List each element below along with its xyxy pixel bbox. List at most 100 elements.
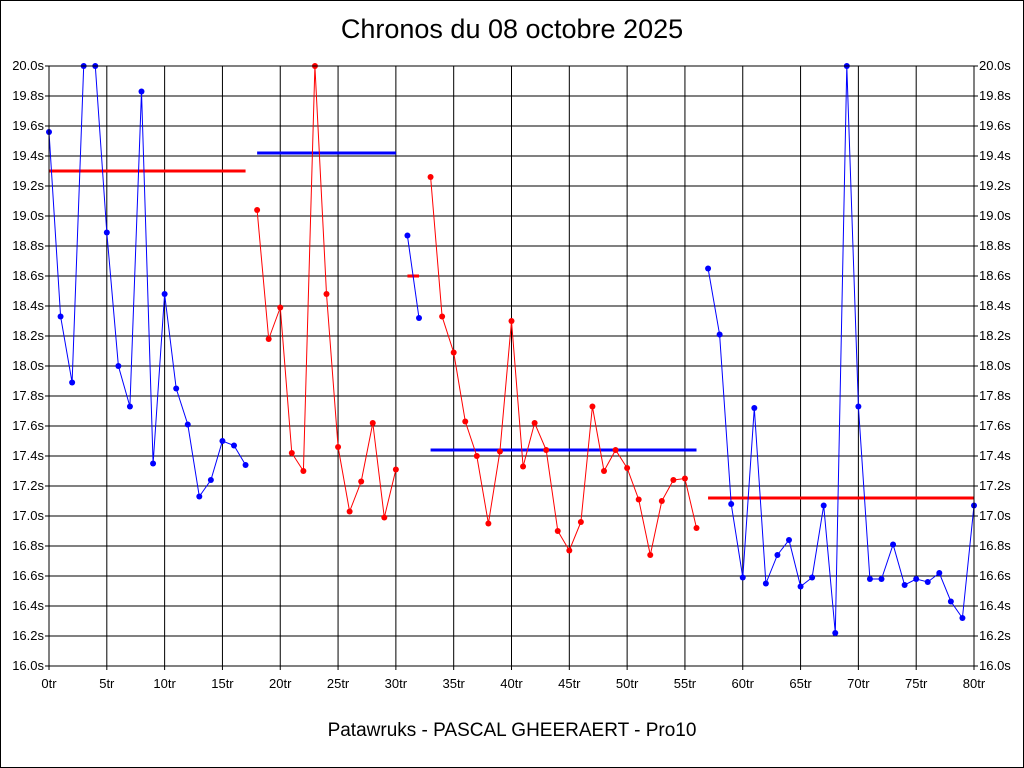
data-point [716,331,723,338]
axis-tick-labels: 16.0s 16.0s 16.2s 16.2s 16.4s 16.4s 16.6s 16.6s… [12,58,1011,691]
data-point [508,318,515,324]
y-tick-label-right: 17.4s [979,448,1011,463]
series-line [707,65,975,634]
data-point [797,583,804,590]
data-point [786,537,792,543]
data-point [681,475,688,482]
y-tick-label-left: 18.2s [12,328,44,343]
y-tick-label-left: 17.8s [12,388,44,403]
y-tick-label-left: 18.8s [12,238,44,253]
data-point [890,541,897,548]
data-point [635,496,642,503]
chart-subtitle: Patawruks - PASCAL GHEERAERT - Pro10 [327,720,697,741]
data-point [381,514,388,521]
data-point [173,385,180,392]
y-tick-label-left: 17.4s [12,448,44,463]
data-point [728,501,735,507]
data-point [427,174,434,180]
data-point [485,520,492,527]
plot-border [48,65,975,667]
data-point [103,229,110,236]
y-tick-label-left: 18.0s [12,358,44,373]
data-point [936,570,943,576]
data-point [126,403,133,410]
x-tick-label: 20tr [269,676,292,691]
data-point [57,313,64,320]
data-point [566,547,573,554]
data-point [335,444,342,450]
data-point [462,418,469,425]
data-point [947,598,954,605]
y-tick-label-right: 19.6s [979,118,1011,133]
data-point [277,304,284,311]
data-point [392,466,399,473]
x-tick-label: 15tr [211,676,234,691]
y-tick-label-left: 19.0s [12,208,44,223]
data-point [924,579,931,585]
data-point [820,502,827,509]
data-point [288,450,295,456]
y-tick-label-left: 17.2s [12,478,44,493]
data-point [601,468,607,474]
y-tick-label-left: 16.6s [12,568,44,583]
y-tick-label-right: 16.4s [979,598,1011,613]
y-tick-label-left: 16.0s [12,658,44,673]
y-tick-label-right: 16.0s [979,658,1011,673]
data-point [184,421,191,428]
data-point [866,576,873,582]
data-point [150,460,157,467]
x-tick-label: 40tr [500,676,523,691]
series-line [406,235,420,319]
y-tick-label-right: 18.4s [979,298,1011,313]
y-tick-label-right: 18.2s [979,328,1011,343]
lap-series [46,63,977,636]
chart-title: Chronos du 08 octobre 2025 [340,14,684,44]
x-tick-label: 70tr [847,676,870,691]
y-tick-label-right: 16.2s [979,628,1011,643]
x-tick-label: 60tr [732,676,755,691]
data-point [242,462,249,468]
y-tick-label-right: 16.6s [979,568,1011,583]
data-point [358,478,365,485]
y-tick-label-right: 19.0s [979,208,1011,223]
data-point [231,442,237,449]
data-point [450,349,457,356]
data-point [323,291,330,297]
data-point [751,405,758,411]
x-tick-label: 50tr [616,676,639,691]
series-line [430,176,697,556]
data-point [531,420,538,426]
data-point [416,315,422,321]
x-tick-label: 10tr [153,676,176,691]
x-tick-label: 5tr [99,676,115,691]
data-point [346,508,353,515]
y-tick-label-right: 19.8s [979,88,1011,103]
data-point [138,88,145,95]
data-point [705,265,712,272]
data-point [543,447,550,453]
data-point [959,615,966,621]
data-point [647,552,654,558]
data-point [577,519,584,525]
data-point [901,582,908,588]
data-point [762,580,769,587]
y-tick-label-right: 19.4s [979,148,1011,163]
data-point [658,498,665,504]
data-point [115,363,122,369]
y-tick-label-left: 19.6s [12,118,44,133]
y-tick-label-right: 17.6s [979,418,1011,433]
data-point [496,448,503,455]
y-tick-label-right: 18.6s [979,268,1011,283]
y-tick-label-right: 19.2s [979,178,1011,193]
data-point [404,232,411,239]
data-point [196,493,203,500]
y-tick-label-left: 17.6s [12,418,44,433]
data-point [670,477,677,483]
data-point [69,379,76,386]
y-tick-label-left: 19.8s [12,88,44,103]
x-tick-label: 80tr [963,676,986,691]
data-point [589,403,596,410]
data-point [439,313,446,320]
data-point [369,420,376,426]
y-tick-label-right: 18.8s [979,238,1011,253]
